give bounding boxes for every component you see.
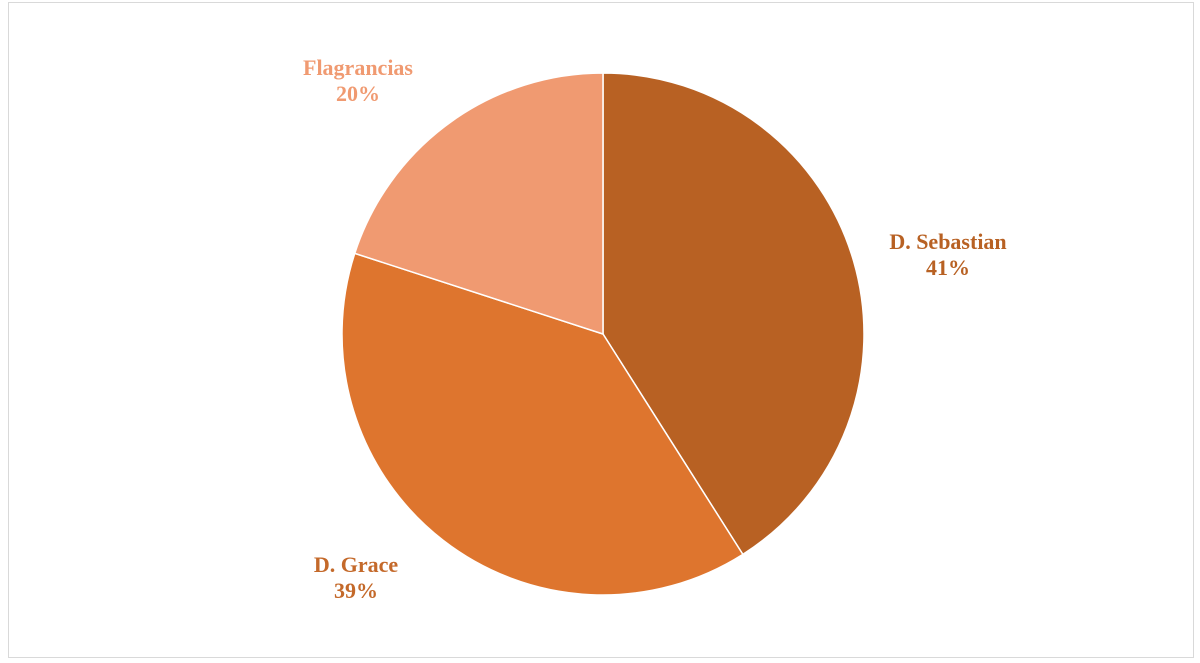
slice-category-label: D. Grace <box>314 552 399 577</box>
slice-category-label: D. Sebastian <box>889 229 1006 254</box>
slice-percent-label: 39% <box>334 578 378 603</box>
pie-slice-d-grace <box>341 252 744 596</box>
pie-slices <box>341 72 865 596</box>
pie-slice-d-sebastian <box>602 72 865 556</box>
slice-percent-label: 20% <box>336 81 380 106</box>
slice-category-label: Flagrancias <box>303 55 413 80</box>
pie-slice-flagrancias <box>353 72 604 336</box>
slice-percent-label: 41% <box>926 255 970 280</box>
